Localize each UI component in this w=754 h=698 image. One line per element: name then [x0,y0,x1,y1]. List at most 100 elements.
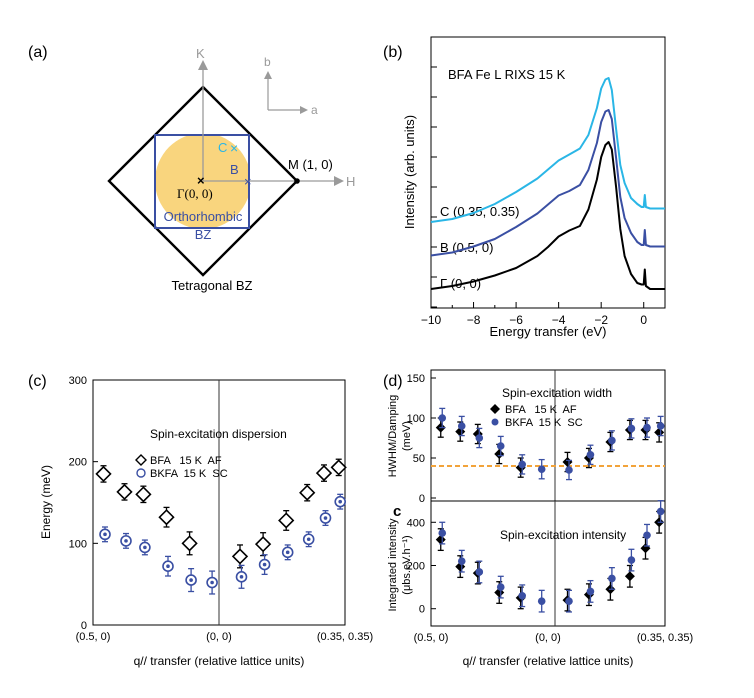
b-axis-label: b [264,55,271,69]
legend-c-bfa: BFA 15 K AF [150,455,222,467]
c-point-bfa [181,535,198,552]
d-top-point-bkfa [586,451,595,459]
d-bottom-point-bkfa [608,574,616,583]
legend-d-bfa: BFA 15 K AF [505,404,577,416]
c-point-bfa [116,483,133,501]
c-point-bfa [330,459,347,476]
a-axis-label: a [311,103,318,117]
tetra-label: Tetragonal BZ [172,278,253,293]
k-axis-label: K [196,46,205,61]
b-series-line-1 [430,109,665,257]
point-b-marker: × [244,174,252,189]
c-point-bkfa-core [338,499,343,504]
d-bottom-point-bkfa [438,529,447,537]
c-point-bfa [158,509,175,526]
h-axis-arrow [334,176,344,186]
c-point-bkfa-core [103,532,107,537]
d-bottom-point-bkfa [565,597,573,605]
panel-b-xlabel: Energy transfer (eV) [489,324,606,339]
d-top-ytick-label: 100 [407,413,425,425]
d-bottom-point-bkfa [475,568,484,576]
d-top-point-bfa [562,457,573,467]
d-bottom-point-bkfa [496,583,505,591]
b-xtick-label: −6 [509,313,523,327]
panel-d-bottom-ylabel-1: Integrated intensity [387,518,399,611]
d-bottom-point-bfa [624,571,635,582]
d-bottom-ytick-label: 200 [407,561,425,573]
c-point-bkfa-core [189,578,193,582]
panel-d: (d) Spin-excitation width BFA 15 K AF BK… [383,369,693,668]
c-point-bfa [254,536,272,553]
c-ytick-label: 0 [81,620,87,632]
d-bottom-point-bkfa [656,507,665,516]
b-xtick-label: 0 [640,313,647,327]
fermi-surface-disc [155,135,249,228]
point-c-marker: × [230,140,238,156]
c-ytick-label: 200 [69,457,87,469]
b-series-line-2 [430,77,665,223]
d-bottom-point-bkfa [627,556,636,564]
d-bottom-point-bfa [640,543,651,554]
d-top-point-bfa [494,449,505,459]
d-top-point-bkfa [656,422,665,430]
ortho-label-2: BZ [195,227,212,242]
tetragonal-bz [107,85,299,277]
c-point-bfa [231,548,249,565]
d-bottom-point-bfa [435,534,446,545]
panel-d-bottom-label: c [393,503,401,520]
d-top-point-bkfa [475,434,484,442]
d-bottom-point-bkfa [457,557,466,565]
k-axis-arrow [198,60,208,70]
panel-b-title: BFA Fe L RIXS 15 K [448,67,566,82]
d-top-ytick-label: 150 [407,373,425,385]
d-top-point-bkfa [496,442,505,450]
d-bottom-point-bkfa [537,597,546,605]
d-top-point-bkfa [537,465,546,474]
d-top-point-bkfa [438,414,447,422]
c-point-bkfa-core [323,516,328,520]
panel-d-top-ylabel-1: HWHM/Damping [387,395,399,478]
panel-c-xlabel: q// transfer (relative lattice units) [134,654,305,668]
d-top-ytick-label: 0 [419,493,425,505]
d-bottom-ytick-label: 400 [407,517,425,529]
panel-c-annotation: Spin-excitation dispersion [150,427,287,441]
point-gamma-label: Γ(0, 0) [177,186,213,201]
point-c-label: C [218,140,227,155]
b-xtick-label: −2 [594,313,608,327]
point-m-marker [294,178,300,184]
panel-d-bottom-ylabel-2: (μbs.eV.h⁻¹) [401,535,413,594]
legend-d-bfa-marker [490,404,500,414]
h-axis-label: H [346,174,355,189]
b-axis-arrow [264,71,272,79]
legend-c-bkfa: BKFA 15 K SC [150,468,228,480]
panel-b-label: (b) [383,44,403,61]
panel-c-ylabel: Energy (meV) [39,465,53,539]
point-b-label: B [230,162,239,177]
c-point-bkfa-core [166,564,170,568]
panel-b-frame [430,36,666,309]
b-xtick-label: −8 [467,313,481,327]
c-ytick-label: 100 [69,538,87,550]
panel-d-bottom-frame [430,500,666,627]
panel-d-label: (d) [383,373,403,390]
c-point-bfa [315,464,333,482]
b-series-line-0 [430,141,665,290]
c-point-bkfa-core [210,580,214,585]
c-point-bkfa-core [262,562,267,567]
legend-c-bkfa-marker [136,468,146,478]
a-axis-arrow [300,106,308,114]
ortho-label-1: Orthorhombic [164,209,243,224]
d-bottom-xtick-label: (0.5, 0) [414,632,449,644]
legend-d-bkfa: BKFA 15 K SC [505,417,583,429]
panel-b-ylabel: Intensity (arb. units) [402,115,417,229]
c-point-bfa [278,512,295,529]
d-top-point-bkfa [643,423,651,432]
d-top-point-bfa [654,427,665,438]
point-m-label: M (1, 0) [288,157,333,172]
c-point-bfa [299,484,316,501]
d-top-point-bkfa [565,466,573,474]
d-bottom-point-bkfa [518,591,526,600]
panel-b: (b) BFA Fe L RIXS 15 K Energy transfer (… [383,36,666,339]
d-top-point-bkfa [627,424,636,433]
